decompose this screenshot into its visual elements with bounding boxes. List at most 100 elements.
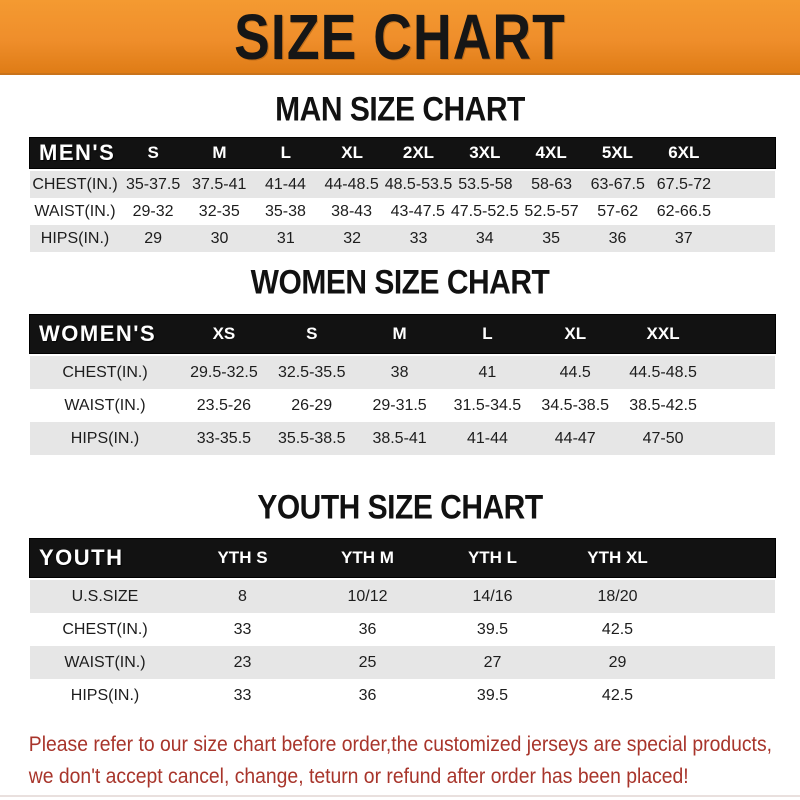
table-header-cell: 2XL bbox=[402, 143, 435, 162]
table-cell: 32-35 bbox=[198, 202, 240, 220]
table-header-label: MEN'S bbox=[39, 140, 116, 165]
row-label: CHEST(IN.) bbox=[62, 363, 148, 381]
table-row: CHEST(IN.) 35-37.5 37.5-41 41-44 44-48.5 48.5… bbox=[30, 171, 775, 198]
table-cell: 57-62 bbox=[597, 202, 639, 220]
table-header-cell: L bbox=[280, 143, 292, 162]
table-header-label: WOMEN'S bbox=[39, 321, 157, 346]
table-cell: 18/20 bbox=[597, 587, 638, 605]
table-cell: 53.5-58 bbox=[458, 175, 513, 193]
table-header-row: MEN'S S M L XL 2XL 3XL 4XL 5XL 6XL bbox=[30, 138, 775, 168]
table-cell: 44.5-48.5 bbox=[629, 363, 697, 381]
table-cell: 41 bbox=[478, 363, 497, 381]
table-cell: 44.5 bbox=[559, 363, 591, 381]
table-cell: 31.5-34.5 bbox=[453, 396, 522, 414]
table-row: U.S.SIZE 8 10/12 14/16 18/20 bbox=[30, 580, 775, 613]
row-label: WAIST(IN.) bbox=[64, 396, 146, 414]
table-cell: 33 bbox=[233, 686, 252, 704]
size-table: YOUTH YTH S YTH M YTH L YTH XL U.S.SIZE 8 10/12… bbox=[30, 539, 775, 712]
table-cell: 36 bbox=[608, 229, 627, 247]
table-cell: 41-44 bbox=[466, 429, 508, 447]
size-chart-section: WOMEN SIZE CHART WOMEN'S XS S M L XL XXL CHEST(I… bbox=[0, 263, 800, 455]
row-label: CHEST(IN.) bbox=[62, 620, 148, 638]
table-cell: 47-50 bbox=[642, 429, 684, 447]
table-cell: 29 bbox=[144, 229, 163, 247]
table-header-cell: M bbox=[212, 143, 227, 162]
table-header-cell: YTH L bbox=[467, 548, 518, 567]
table-cell: 37 bbox=[674, 229, 693, 247]
table-header-cell: XXL bbox=[646, 324, 680, 343]
table-cell: 67.5-72 bbox=[656, 175, 712, 193]
table-cell: 25 bbox=[358, 653, 377, 671]
table-header-cell: YTH M bbox=[341, 548, 394, 567]
section-title: WOMEN SIZE CHART bbox=[0, 263, 800, 302]
footer-note: Please refer to our size chart before or… bbox=[0, 728, 773, 792]
table-cell: 33 bbox=[409, 229, 428, 247]
table-row: WAIST(IN.) 23.5-26 26-29 29-31.5 31.5-34.5 34… bbox=[30, 389, 775, 422]
section-title: YOUTH SIZE CHART bbox=[0, 488, 800, 527]
size-chart-section: YOUTH SIZE CHART YOUTH YTH S YTH M YTH L YTH … bbox=[0, 488, 800, 712]
table-cell: 30 bbox=[210, 229, 229, 247]
table-cell: 47.5-52.5 bbox=[450, 202, 519, 220]
row-label: U.S.SIZE bbox=[71, 587, 139, 605]
table-cell: 58-63 bbox=[531, 175, 573, 193]
table-cell: 29 bbox=[608, 653, 627, 671]
table-cell: 29-32 bbox=[132, 202, 174, 220]
table-cell: 34.5-38.5 bbox=[541, 396, 610, 414]
table-cell: 39.5 bbox=[476, 686, 509, 704]
table-cell: 41-44 bbox=[264, 175, 306, 193]
table-header-cell: YTH XL bbox=[587, 548, 648, 567]
footer-line-1: Please refer to our size chart before or… bbox=[28, 732, 773, 756]
banner-title: SIZE CHART bbox=[234, 0, 566, 73]
table-cell: 43-47.5 bbox=[390, 202, 445, 220]
section-title-text: YOUTH SIZE CHART bbox=[257, 488, 543, 527]
table-header-cell: L bbox=[482, 324, 493, 343]
table-cell: 14/16 bbox=[472, 587, 513, 605]
table-header-cell: XL bbox=[341, 143, 364, 162]
table-cell: 36 bbox=[358, 620, 377, 638]
table-row: HIPS(IN.) 29 30 31 32 33 34 35 36 37 bbox=[30, 225, 775, 252]
table-cell: 31 bbox=[276, 229, 295, 247]
table-cell: 8 bbox=[238, 587, 247, 605]
table-cell: 23 bbox=[233, 653, 252, 671]
table-cell: 32.5-35.5 bbox=[277, 363, 346, 381]
table-cell: 27 bbox=[483, 653, 502, 671]
table-cell: 48.5-53.5 bbox=[384, 175, 453, 193]
table-cell: 42.5 bbox=[601, 620, 634, 638]
table-cell: 39.5 bbox=[476, 620, 509, 638]
table-cell: 52.5-57 bbox=[524, 202, 579, 220]
row-label: HIPS(IN.) bbox=[70, 429, 140, 447]
table-header-cell: XL bbox=[564, 324, 587, 343]
table-cell: 29.5-32.5 bbox=[190, 363, 258, 381]
row-label: WAIST(IN.) bbox=[34, 202, 116, 220]
size-table: WOMEN'S XS S M L XL XXL CHEST(IN.) 29.5-32.5 32.5… bbox=[30, 315, 775, 455]
table-cell: 33-35.5 bbox=[196, 429, 252, 447]
table-cell: 62-66.5 bbox=[656, 202, 712, 220]
table-cell: 35 bbox=[542, 229, 561, 247]
bottom-divider bbox=[0, 795, 800, 797]
table-row: HIPS(IN.) 33-35.5 35.5-38.5 38.5-41 41-44 44-… bbox=[30, 422, 775, 455]
table-row: CHEST(IN.) 29.5-32.5 32.5-35.5 38 41 44.5 44.5… bbox=[30, 356, 775, 389]
row-label: HIPS(IN.) bbox=[40, 229, 110, 247]
size-table: MEN'S S M L XL 2XL 3XL 4XL 5XL 6XL CHEST(IN.) 35-37… bbox=[30, 138, 775, 252]
table-cell: 38.5-42.5 bbox=[629, 396, 697, 414]
table-cell: 37.5-41 bbox=[192, 175, 247, 193]
table-cell: 10/12 bbox=[347, 587, 388, 605]
table-cell: 35.5-38.5 bbox=[277, 429, 346, 447]
size-chart-section: MAN SIZE CHART MEN'S S M L XL 2XL 3XL 4XL 5XL 6XL C… bbox=[0, 90, 800, 252]
table-cell: 29-31.5 bbox=[372, 396, 427, 414]
table-cell: 42.5 bbox=[601, 686, 634, 704]
footer-line-2: we don't accept cancel, change, teturn o… bbox=[28, 764, 689, 788]
table-header-row: YOUTH YTH S YTH M YTH L YTH XL bbox=[30, 539, 775, 577]
table-cell: 38-43 bbox=[331, 202, 373, 220]
row-label: CHEST(IN.) bbox=[32, 175, 118, 193]
table-header-cell: S bbox=[306, 324, 318, 343]
table-header-cell: S bbox=[147, 143, 159, 162]
table-cell: 33 bbox=[233, 620, 252, 638]
table-cell: 34 bbox=[475, 229, 494, 247]
section-title-text: WOMEN SIZE CHART bbox=[250, 263, 550, 302]
table-cell: 35-37.5 bbox=[125, 175, 181, 193]
table-cell: 32 bbox=[343, 229, 362, 247]
table-header-cell: 6XL bbox=[668, 143, 700, 162]
row-label: WAIST(IN.) bbox=[64, 653, 146, 671]
